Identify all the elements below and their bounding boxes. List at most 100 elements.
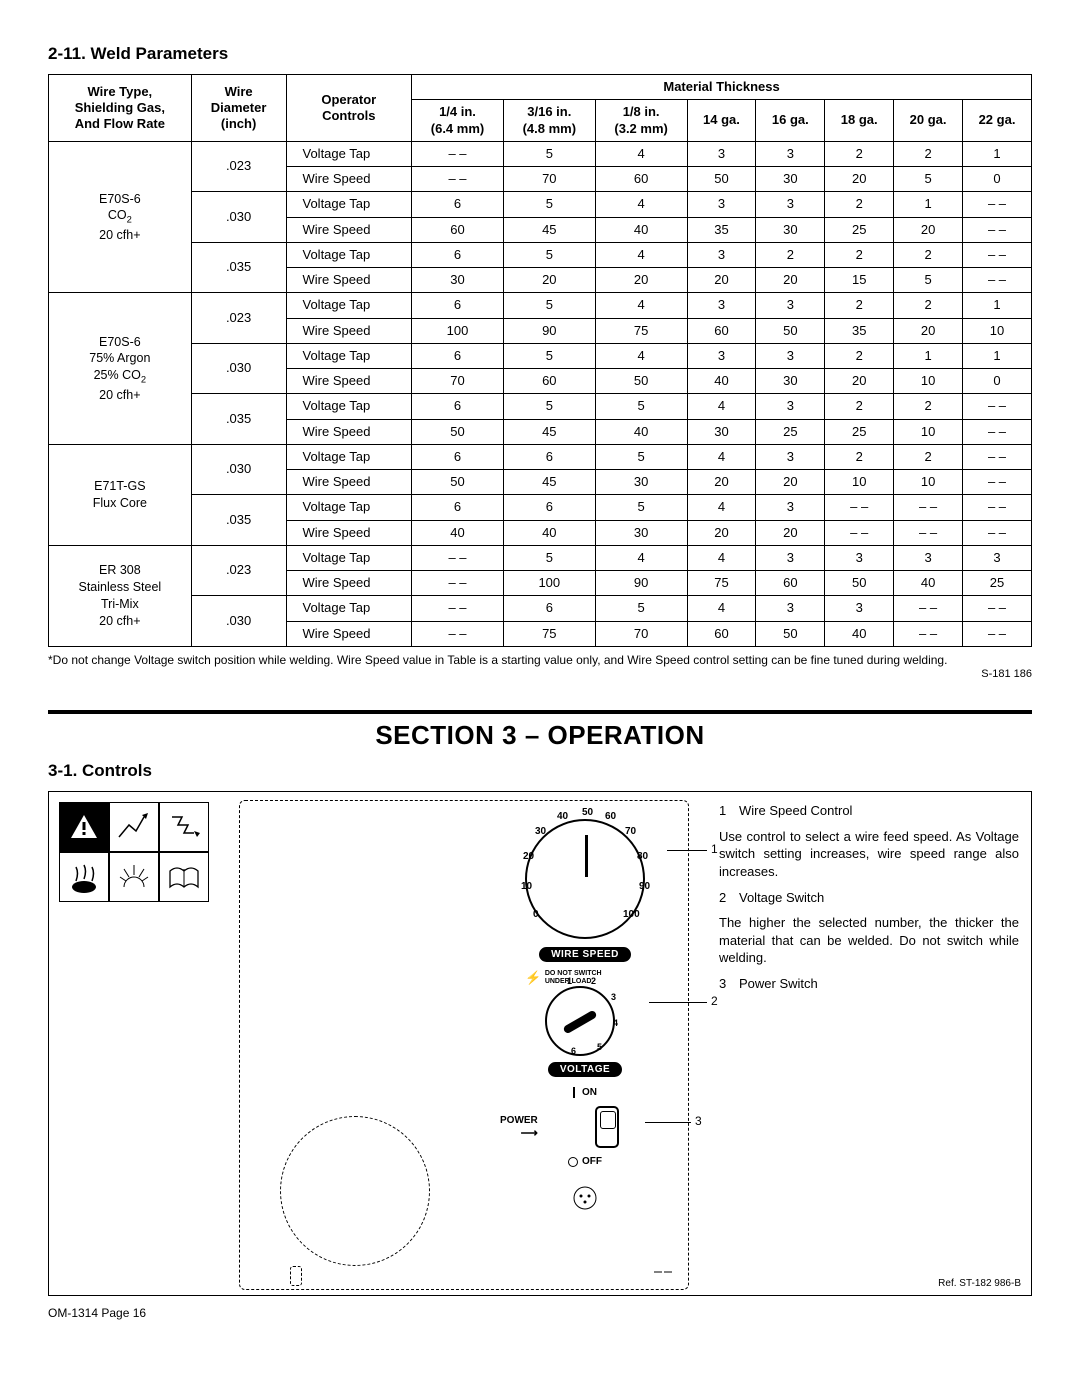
cell-value: – – <box>825 495 894 520</box>
cell-value: 25 <box>756 419 825 444</box>
cell-value: 20 <box>894 318 963 343</box>
weld-parameters-table: Wire Type,Shielding Gas,And Flow Rate Wi… <box>48 74 1032 647</box>
heading-weld-parameters: 2-11. Weld Parameters <box>48 44 1032 64</box>
cell-value: 2 <box>825 394 894 419</box>
thickness-col: 16 ga. <box>756 100 825 142</box>
cell-operator-control: Voltage Tap <box>286 394 412 419</box>
thickness-col: 1/8 in.(3.2 mm) <box>595 100 687 142</box>
cell-value: 10 <box>894 419 963 444</box>
cell-value: 75 <box>687 571 756 596</box>
cell-value: 6 <box>412 394 504 419</box>
cell-value: 2 <box>894 293 963 318</box>
cell-value: 75 <box>503 621 595 646</box>
section-3-title: SECTION 3 – OPERATION <box>48 720 1032 751</box>
cell-value: 5 <box>595 495 687 520</box>
cell-value: 1 <box>894 343 963 368</box>
cell-value: 5 <box>503 394 595 419</box>
cell-value: 4 <box>595 141 687 166</box>
fumes-icon <box>59 852 109 902</box>
cell-value: 70 <box>412 369 504 394</box>
cell-value: 40 <box>503 520 595 545</box>
cell-value: 1 <box>963 343 1032 368</box>
cell-value: 60 <box>687 318 756 343</box>
cell-value: – – <box>963 470 1032 495</box>
cell-value: – – <box>963 217 1032 242</box>
cell-value: 45 <box>503 217 595 242</box>
cell-value: – – <box>894 520 963 545</box>
table-row: .035Voltage Tap6554322– – <box>49 394 1032 419</box>
cell-value: 75 <box>595 318 687 343</box>
cell-diameter: .023 <box>191 545 286 596</box>
cell-value: 2 <box>894 444 963 469</box>
wire-speed-label: WIRE SPEED <box>539 947 631 962</box>
table-row: .030Voltage Tap6543321– – <box>49 192 1032 217</box>
cell-operator-control: Wire Speed <box>286 369 412 394</box>
cell-value: 4 <box>595 343 687 368</box>
footnote-ref: S-181 186 <box>981 667 1032 681</box>
cell-diameter: .030 <box>191 444 286 495</box>
cell-value: 45 <box>503 419 595 444</box>
cell-diameter: .035 <box>191 242 286 293</box>
cell-value: 100 <box>412 318 504 343</box>
cell-value: 0 <box>963 167 1032 192</box>
cell-value: 2 <box>825 293 894 318</box>
cell-value: 40 <box>595 419 687 444</box>
cell-value: 40 <box>687 369 756 394</box>
cell-value: 10 <box>963 318 1032 343</box>
cell-value: 70 <box>503 167 595 192</box>
thickness-col: 20 ga. <box>894 100 963 142</box>
cell-operator-control: Voltage Tap <box>286 495 412 520</box>
cell-value: 2 <box>825 192 894 217</box>
cell-value: 25 <box>825 217 894 242</box>
col-diameter: WireDiameter(inch) <box>191 75 286 142</box>
cell-value: 3 <box>894 545 963 570</box>
cell-value: 3 <box>756 192 825 217</box>
cell-value: 3 <box>687 192 756 217</box>
cell-value: 3 <box>756 545 825 570</box>
cell-value: 10 <box>894 470 963 495</box>
cell-diameter: .030 <box>191 192 286 243</box>
cell-value: – – <box>963 242 1032 267</box>
cell-value: 50 <box>756 621 825 646</box>
thickness-col: 14 ga. <box>687 100 756 142</box>
table-row: .035Voltage Tap6543222– – <box>49 242 1032 267</box>
cell-value: 20 <box>687 520 756 545</box>
warning-icon-grid <box>59 802 209 902</box>
cell-value: 4 <box>595 293 687 318</box>
cell-value: 6 <box>412 495 504 520</box>
cell-diameter: .035 <box>191 394 286 445</box>
cell-value: – – <box>825 520 894 545</box>
cell-value: 35 <box>687 217 756 242</box>
voltage-selector-icon: 1 2 3 4 5 6 <box>545 986 615 1056</box>
cell-value: 4 <box>687 596 756 621</box>
cell-value: – – <box>963 419 1032 444</box>
cell-value: – – <box>412 571 504 596</box>
cell-operator-control: Wire Speed <box>286 268 412 293</box>
manual-icon <box>159 852 209 902</box>
cell-value: 60 <box>687 621 756 646</box>
machine-outline: 50 40 60 30 70 20 80 10 90 0 100 WIRE SP… <box>239 800 689 1290</box>
cell-value: – – <box>963 495 1032 520</box>
cell-value: 2 <box>825 242 894 267</box>
cell-value: 2 <box>756 242 825 267</box>
cell-value: 3 <box>687 141 756 166</box>
cell-value: 3 <box>756 141 825 166</box>
cell-value: 40 <box>825 621 894 646</box>
thickness-col: 1/4 in.(6.4 mm) <box>412 100 504 142</box>
cell-value: – – <box>412 621 504 646</box>
table-row: .030Voltage Tap65433211 <box>49 343 1032 368</box>
cell-operator-control: Voltage Tap <box>286 141 412 166</box>
cell-value: 25 <box>963 571 1032 596</box>
cell-value: – – <box>412 596 504 621</box>
cell-value: 20 <box>687 470 756 495</box>
cell-value: 3 <box>963 545 1032 570</box>
table-row: .030Voltage Tap– –65433– –– – <box>49 596 1032 621</box>
cell-value: 6 <box>503 495 595 520</box>
cell-value: 3 <box>756 596 825 621</box>
power-switch-icon <box>595 1106 619 1148</box>
figure-ref: Ref. ST-182 986-B <box>938 1278 1021 1289</box>
cell-value: 3 <box>756 343 825 368</box>
cell-wiretype: E70S-675% Argon25% CO220 cfh+ <box>49 293 192 445</box>
cell-value: – – <box>894 495 963 520</box>
cell-value: 6 <box>412 293 504 318</box>
